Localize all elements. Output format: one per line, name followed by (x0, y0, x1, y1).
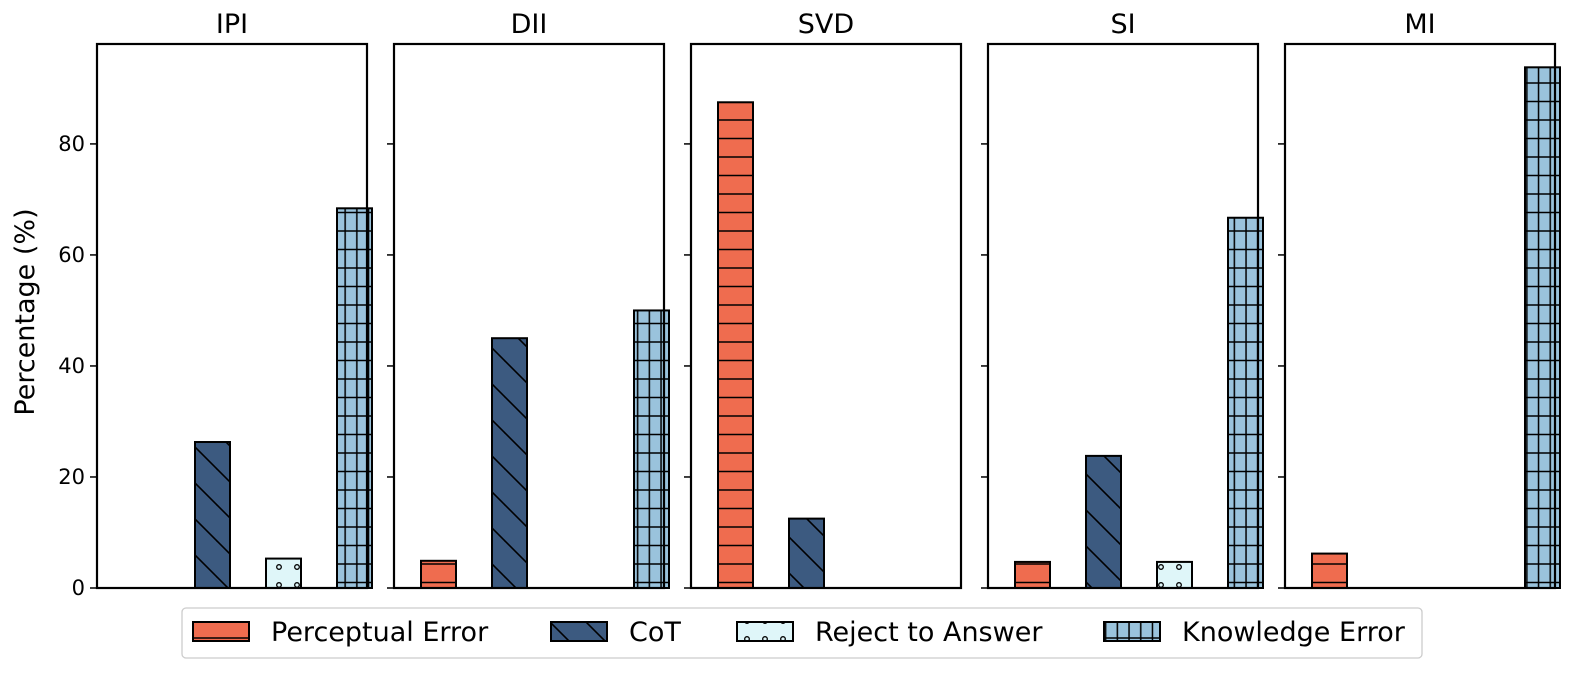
legend-item-perceptual-error: Perceptual Error (192, 617, 489, 648)
y-axis-label: Percentage (%) (10, 208, 41, 415)
bar-hatch-ipi-reject-to-answer (265, 557, 302, 589)
bar-hatch-dii-perceptual-error (420, 559, 457, 589)
panel-frame-ipi (95, 42, 369, 590)
panel-title-mi: MI (1404, 9, 1435, 40)
y-tick-label-0: 0 (72, 576, 85, 600)
legend-item-knowledge-error: Knowledge Error (1103, 617, 1406, 648)
y-tick-label-80: 80 (58, 132, 85, 156)
bar-hatch-si-perceptual-error (1014, 560, 1051, 590)
panel-mi: MI (1278, 9, 1561, 590)
legend-label-cot: CoT (629, 617, 681, 648)
panel-dii: DII (387, 9, 670, 590)
panel-svd: SVD (684, 9, 963, 590)
legend-swatch-hatch-knowledge-error (1103, 621, 1161, 642)
legend-label-perceptual-error: Perceptual Error (271, 617, 489, 648)
panel-ipi: IPI 0 20 40 60 80 (58, 9, 373, 600)
panel-frame-si (986, 42, 1260, 590)
legend-item-cot: CoT (550, 617, 681, 648)
panel-frame-mi (1283, 42, 1557, 590)
panel-frame-svd (689, 42, 963, 590)
legend-swatch-hatch-reject-to-answer (736, 621, 794, 642)
y-tick-label-40: 40 (58, 354, 85, 378)
bar-hatch-ipi-cot (194, 441, 231, 589)
panel-title-svd: SVD (798, 9, 854, 40)
panel-si: SI (981, 9, 1264, 590)
legend-frame (181, 607, 1423, 659)
panel-title-ipi: IPI (216, 9, 248, 40)
panel-title-dii: DII (511, 9, 548, 40)
panel-title-si: SI (1110, 9, 1135, 40)
bar-hatch-svd-perceptual-error (717, 101, 754, 590)
bar-hatch-si-reject-to-answer (1156, 560, 1193, 590)
panel-frame-dii (392, 42, 666, 590)
legend-label-reject-to-answer: Reject to Answer (815, 617, 1043, 648)
legend-swatch-hatch-perceptual-error (192, 621, 250, 642)
bar-hatch-si-cot (1085, 454, 1122, 589)
bar-hatch-svd-cot (788, 517, 825, 589)
legend-swatch-hatch-cot (550, 621, 608, 642)
bar-hatch-dii-cot (491, 337, 528, 589)
y-tick-label-20: 20 (58, 465, 85, 489)
legend: Perceptual Error CoT Reject to Answer Knowl… (181, 607, 1423, 659)
panels: IPI 0 20 40 60 80 DII SVD SI MI (58, 9, 1561, 600)
bar-hatch-mi-perceptual-error (1311, 552, 1348, 590)
y-tick-label-60: 60 (58, 243, 85, 267)
legend-label-knowledge-error: Knowledge Error (1182, 617, 1406, 648)
legend-item-reject-to-answer: Reject to Answer (736, 617, 1043, 648)
